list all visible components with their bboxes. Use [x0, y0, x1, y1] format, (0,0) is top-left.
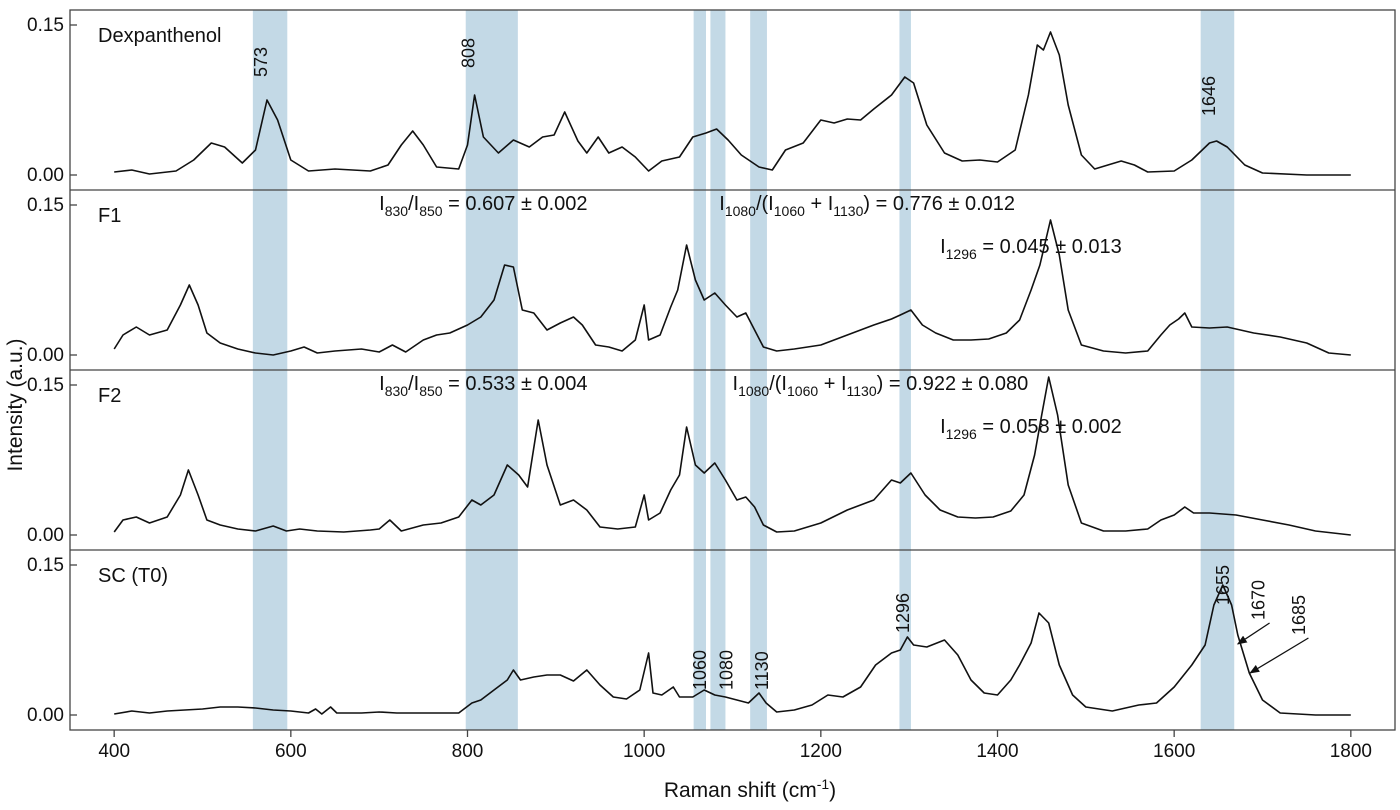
spectrum-line [114, 31, 1351, 176]
plot-border [69, 9, 1396, 731]
y-tick-label: 0.00 [27, 165, 64, 186]
ratio-annotation: I830/I850 = 0.607 ± 0.002 [379, 193, 587, 219]
annotation-text: ) = 0.776 ± 0.012 [863, 193, 1015, 215]
plot-frame [69, 9, 1396, 731]
annotation-text: /I [408, 193, 419, 215]
peak-label: 808 [459, 38, 479, 68]
annotation-text: ) = 0.922 ± 0.080 [877, 373, 1029, 395]
annotation-text: I [379, 193, 385, 215]
y-tick-label: 0.15 [27, 15, 64, 36]
peak-label: 1685 [1289, 595, 1309, 635]
annotation-text: I [379, 373, 385, 395]
annotation-text: /(I [756, 193, 774, 215]
ratio-annotation: I830/I850 = 0.533 ± 0.004 [379, 373, 587, 399]
peak-label: 1080 [717, 650, 737, 690]
x-axis-title-end: ) [829, 779, 836, 802]
spectra-panels: Dexpanthenol 0.00 0.15 573 808 1646 F1 0.00 0.15… [27, 15, 1351, 726]
annotation-text: + I [818, 373, 846, 395]
x-tick-label: 1200 [800, 741, 842, 762]
annotation-text: = 0.058 ± 0.002 [977, 416, 1122, 438]
y-tick-label: 0.00 [27, 525, 64, 546]
peak-label: 1655 [1213, 565, 1233, 605]
x-tick-label: 1600 [1153, 741, 1195, 762]
annotation-text: /(I [769, 373, 787, 395]
x-tick-label: 1800 [1330, 741, 1372, 762]
annotation-subscript: 1080 [738, 383, 769, 399]
x-tick-label: 1400 [976, 741, 1018, 762]
peak-arrow [1236, 622, 1270, 645]
annotation-text: /I [408, 373, 419, 395]
annotation-subscript: 830 [385, 203, 409, 219]
y-tick-label: 0.15 [27, 195, 64, 216]
peak-label: 1646 [1199, 76, 1219, 116]
y-tick-label: 0.00 [27, 705, 64, 726]
spectrum-line [113, 376, 1351, 536]
annotation-subscript: 1130 [833, 203, 863, 219]
annotation-text: = 0.533 ± 0.004 [443, 373, 588, 395]
annotation-text: = 0.607 ± 0.002 [443, 193, 588, 215]
annotation-subscript: 830 [385, 383, 409, 399]
peak-label: 1296 [893, 593, 913, 633]
peak-arrow [1249, 637, 1309, 674]
x-tick-label: 1000 [623, 741, 665, 762]
annotation-text: I [719, 193, 725, 215]
annotation-subscript: 850 [419, 383, 443, 399]
x-tick-label: 800 [452, 741, 484, 762]
x-tick-label: 600 [275, 741, 307, 762]
y-tick-label: 0.00 [27, 345, 64, 366]
annotation-text: I [940, 416, 946, 438]
peak-label: 1670 [1248, 580, 1268, 620]
spectrum-panel: Dexpanthenol 0.00 0.15 573 808 1646 [27, 15, 1351, 186]
annotation-subscript: 1296 [946, 246, 977, 262]
panel-label: F1 [98, 205, 121, 227]
peak-label: 1060 [690, 650, 710, 690]
x-axis-title-superscript: -1 [817, 776, 830, 792]
annotation-subscript: 850 [419, 203, 443, 219]
annotation-subscript: 1080 [725, 203, 756, 219]
annotation-subscript: 1060 [774, 203, 805, 219]
ratio-annotation: I1296 = 0.045 ± 0.013 [940, 236, 1122, 262]
y-axis-title: Intensity (a.u.) [4, 338, 27, 471]
panel-label: Dexpanthenol [98, 25, 221, 47]
y-tick-label: 0.15 [27, 555, 64, 576]
annotation-subscript: 1060 [787, 383, 818, 399]
spectrum-panel: F20.000.15 I830/I850 = 0.533 ± 0.004 I1080… [27, 373, 1351, 546]
annotation-text: I [733, 373, 739, 395]
annotation-text: = 0.045 ± 0.013 [977, 236, 1122, 258]
peak-label: 573 [251, 47, 271, 77]
annotation-subscript: 1130 [847, 383, 877, 399]
annotation-text: I [940, 236, 946, 258]
ratio-annotation: I1296 = 0.058 ± 0.002 [940, 416, 1122, 442]
x-axis-title: Raman shift (cm-1) [664, 776, 836, 802]
annotation-subscript: 1296 [946, 426, 977, 442]
panel-label: F2 [98, 385, 121, 407]
peak-label: 1130 [752, 651, 772, 690]
ratio-annotation: I1080/(I1060 + I1130) = 0.776 ± 0.012 [719, 193, 1015, 219]
ratio-annotation: I1080/(I1060 + I1130) = 0.922 ± 0.080 [733, 373, 1029, 399]
x-axis: 400 600 800 1000 1200 1400 1600 1800 [98, 730, 1372, 762]
x-tick-label: 400 [98, 741, 130, 762]
y-tick-label: 0.15 [27, 375, 64, 396]
spectrum-line [114, 584, 1351, 716]
panel-label: SC (T0) [98, 565, 168, 587]
spectrum-panel: SC (T0) 0.00 0.15 1060 1080 1130 1296 1655 1670 1… [27, 555, 1351, 726]
annotation-text: + I [805, 193, 833, 215]
spectrum-line [113, 219, 1351, 356]
spectrum-panel: F10.000.15 I830/I850 = 0.607 ± 0.002 I1080… [27, 193, 1351, 366]
